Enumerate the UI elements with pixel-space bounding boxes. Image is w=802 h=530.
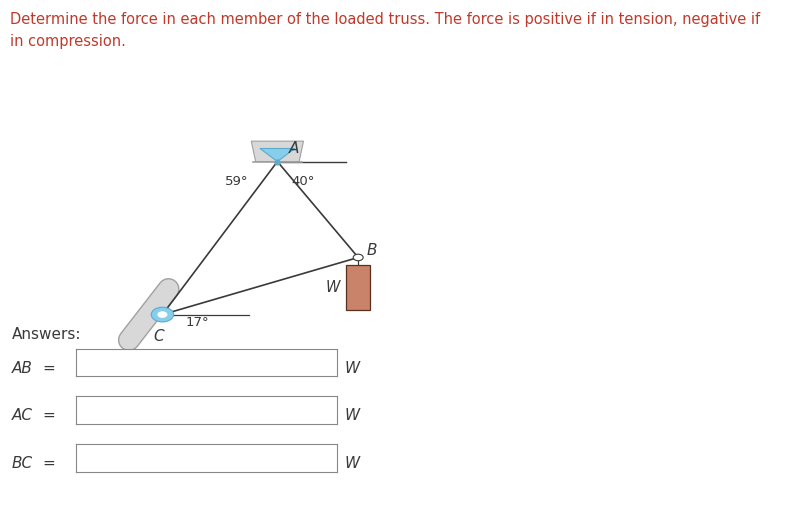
Text: 40°: 40°	[291, 175, 314, 188]
Text: 59°: 59°	[225, 175, 248, 188]
Polygon shape	[260, 148, 295, 162]
Text: =: =	[43, 456, 55, 471]
Polygon shape	[346, 265, 370, 310]
Text: AC: AC	[12, 408, 33, 423]
Circle shape	[353, 254, 363, 261]
Text: Answers:: Answers:	[12, 327, 82, 342]
Text: W: W	[345, 360, 360, 376]
Circle shape	[157, 311, 168, 318]
Circle shape	[152, 307, 173, 322]
Text: A: A	[289, 140, 299, 156]
Text: C: C	[153, 329, 164, 344]
Text: =: =	[43, 408, 55, 423]
Text: 17°: 17°	[186, 316, 209, 329]
Text: W: W	[326, 280, 340, 295]
Text: B: B	[367, 243, 377, 259]
Text: BC: BC	[12, 456, 33, 471]
Text: =: =	[43, 360, 55, 376]
Text: W: W	[345, 408, 360, 423]
Text: W: W	[345, 456, 360, 471]
Text: AB: AB	[12, 360, 33, 376]
Text: Determine the force in each member of the loaded truss. The force is positive if: Determine the force in each member of th…	[10, 12, 759, 49]
Polygon shape	[251, 141, 303, 162]
